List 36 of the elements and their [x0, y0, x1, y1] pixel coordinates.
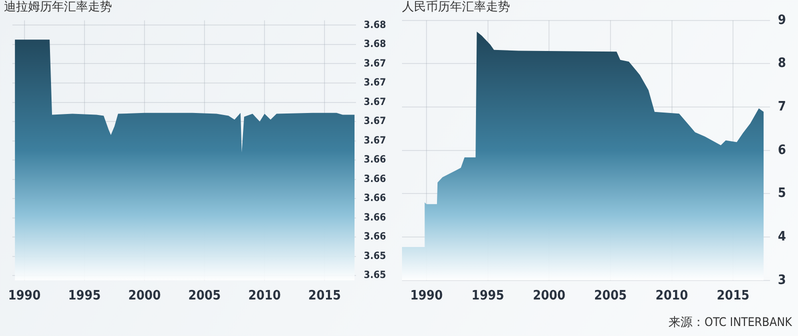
y-tick-label: 9 — [778, 12, 786, 28]
y-tick-label: 4 — [778, 229, 786, 244]
x-tick-label: 2005 — [188, 288, 221, 304]
y-tick-label: 3.66 — [364, 174, 386, 185]
y-tick-label: 3.67 — [364, 96, 386, 108]
x-tick-label: 2015 — [308, 288, 341, 304]
x-tick-label: 1995 — [472, 288, 504, 304]
x-tick-label: 2015 — [716, 288, 750, 304]
x-tick-label: 1990 — [8, 288, 41, 304]
x-tick-label: 2005 — [594, 288, 627, 304]
y-tick-label: 8 — [778, 56, 786, 72]
y-tick-label: 3.66 — [364, 154, 386, 166]
y-tick-label: 3.66 — [364, 212, 386, 224]
x-tick-label: 2000 — [128, 288, 161, 304]
y-tick-label: 3.68 — [364, 39, 386, 50]
y-tick-label: 3.68 — [364, 20, 386, 31]
x-tick-label: 2010 — [655, 288, 688, 304]
y-tick-label: 3.66 — [364, 193, 386, 204]
x-tick-label: 1990 — [410, 288, 443, 304]
y-tick-label: 6 — [778, 142, 786, 158]
y-tick-label: 3.65 — [364, 270, 386, 282]
y-tick-label: 3.67 — [364, 78, 386, 89]
y-tick-label: 5 — [778, 186, 786, 202]
y-tick-label: 3.65 — [364, 250, 386, 262]
x-tick-label: 2000 — [532, 288, 566, 304]
y-tick-label: 7 — [778, 99, 786, 114]
source-note: 来源：OTC INTERBANK — [668, 314, 792, 331]
chart-title: 迪拉姆历年汇率走势 — [4, 0, 112, 14]
x-tick-label: 2010 — [248, 288, 281, 304]
y-tick-label: 3.67 — [364, 116, 386, 128]
x-tick-label: 1995 — [68, 288, 101, 304]
chart-title: 人民币历年汇率走势 — [402, 0, 510, 14]
y-tick-label: 3.67 — [364, 58, 386, 70]
y-tick-label: 3 — [778, 272, 786, 288]
y-tick-label: 3.66 — [364, 232, 386, 243]
y-tick-label: 3.67 — [364, 135, 386, 146]
